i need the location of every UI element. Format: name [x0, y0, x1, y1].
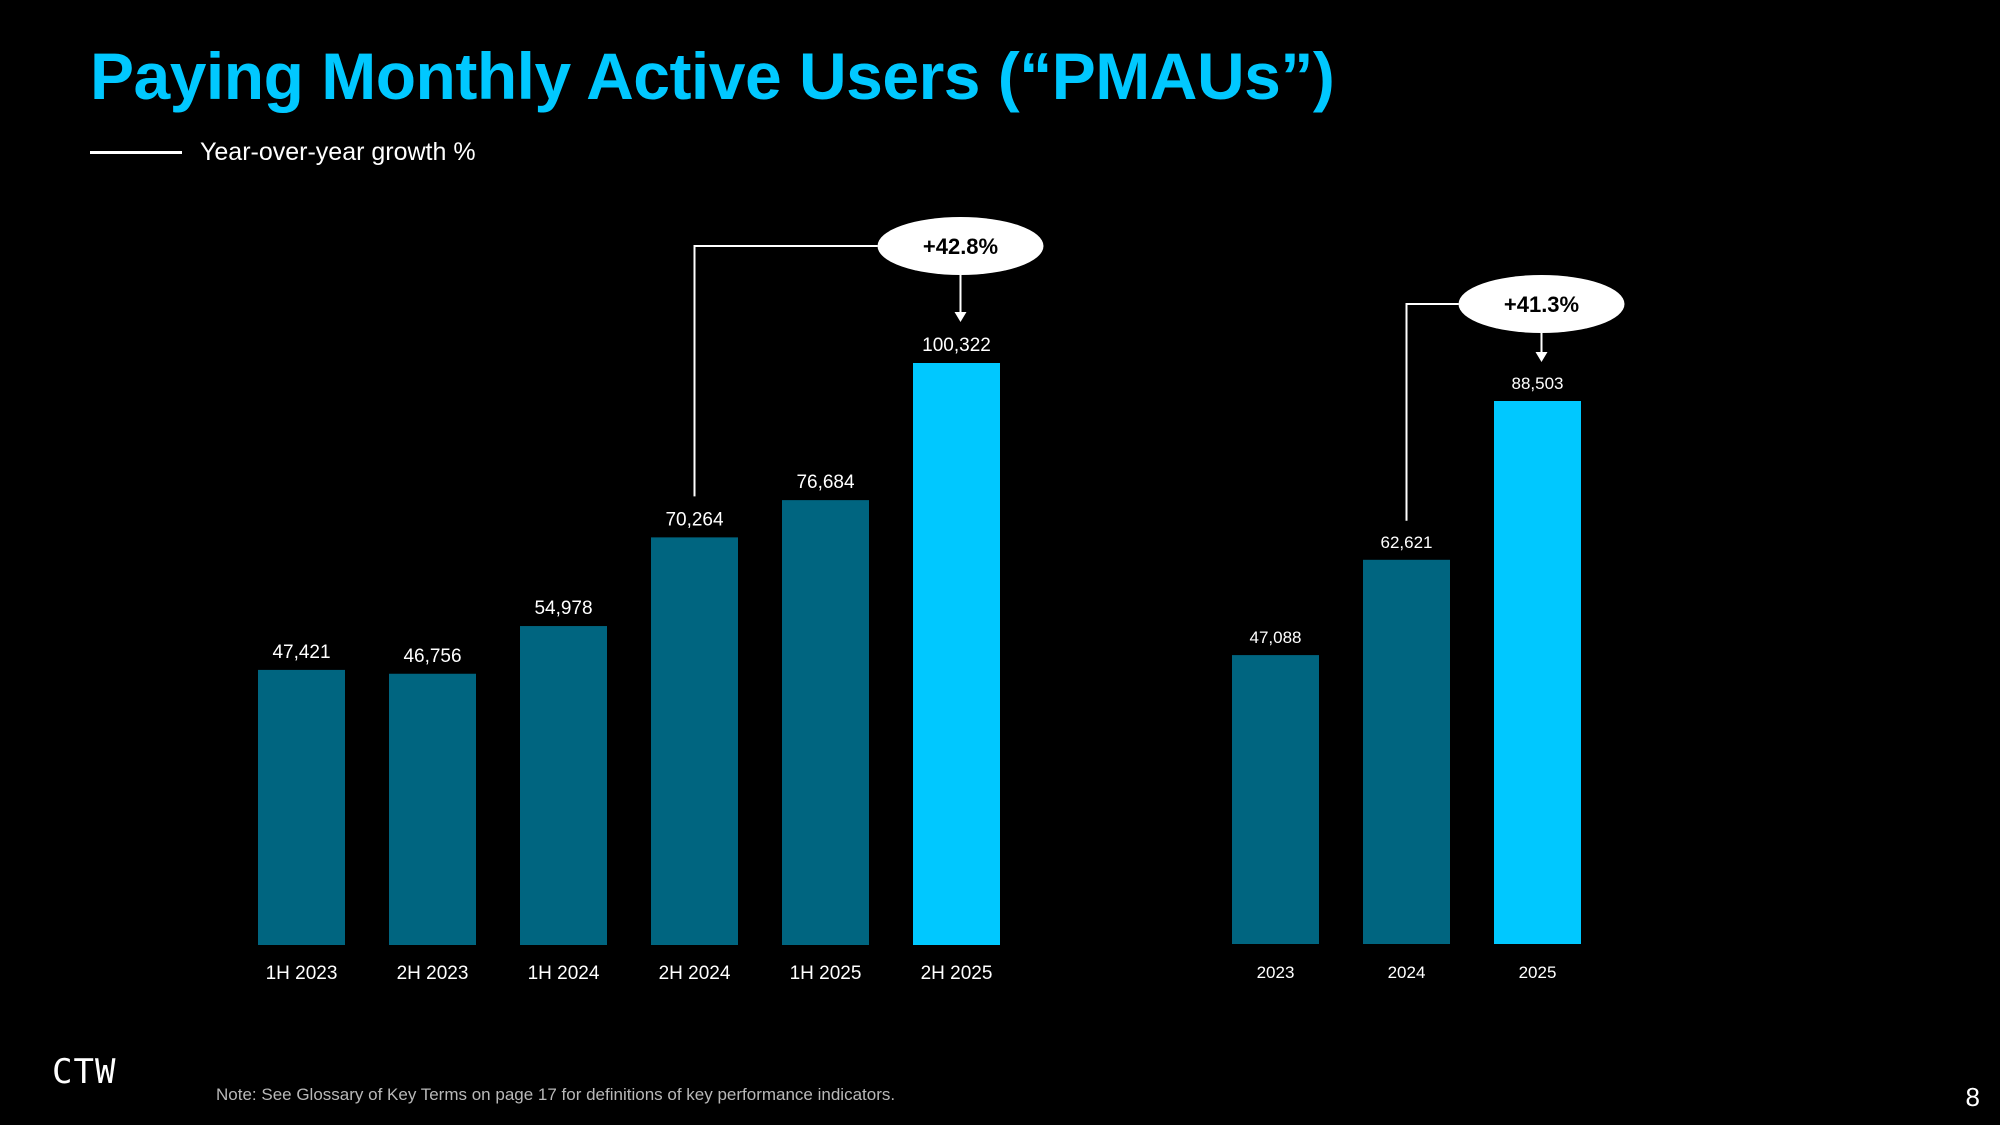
- value-label-annual-2: 88,503: [1512, 374, 1564, 393]
- category-label-annual-0: 2023: [1257, 963, 1295, 982]
- category-label-half-year-2: 1H 2024: [528, 963, 600, 984]
- value-label-half-year-5: 100,322: [922, 335, 991, 356]
- growth-arrow-head-annual: [1535, 352, 1548, 362]
- bar-annual-0: [1232, 655, 1319, 944]
- legend: Year-over-year growth %: [90, 134, 476, 170]
- growth-arrow-head-half-year: [954, 312, 967, 322]
- legend-label: Year-over-year growth %: [200, 137, 476, 166]
- category-label-annual-2: 2025: [1519, 963, 1557, 982]
- bar-annual-2: [1494, 401, 1581, 944]
- category-label-half-year-1: 2H 2023: [397, 963, 469, 984]
- growth-bubble-annual: [1458, 275, 1625, 333]
- category-label-annual-1: 2024: [1388, 963, 1426, 982]
- growth-connector-half-year: [693, 245, 878, 497]
- category-label-half-year-3: 2H 2024: [659, 963, 731, 984]
- bar-half-year-5: [913, 363, 1000, 945]
- category-label-half-year-0: 1H 2023: [266, 963, 338, 984]
- bar-half-year-4: [782, 500, 869, 945]
- growth-bubble-half-year: [877, 217, 1044, 275]
- page-title: Paying Monthly Active Users (“PMAUs”): [90, 39, 1335, 113]
- category-label-half-year-4: 1H 2025: [790, 963, 862, 984]
- company-logo: CTW: [52, 1052, 117, 1092]
- bar-half-year-2: [520, 626, 607, 945]
- growth-connector-annual: [1405, 303, 1459, 521]
- bar-half-year-0: [258, 669, 345, 945]
- value-label-half-year-1: 46,756: [403, 646, 461, 667]
- category-label-half-year-5: 2H 2025: [921, 963, 993, 984]
- value-label-annual-0: 47,088: [1250, 628, 1302, 647]
- value-label-half-year-0: 47,421: [272, 642, 330, 663]
- footnote: Note: See Glossary of Key Terms on page …: [216, 1085, 896, 1104]
- legend-line: [90, 150, 182, 154]
- bar-annual-1: [1363, 559, 1450, 944]
- page-number: 8: [1965, 1082, 1980, 1112]
- growth-label-annual: +41.3%: [1504, 292, 1579, 317]
- value-label-half-year-3: 70,264: [665, 509, 724, 530]
- value-label-half-year-4: 76,684: [796, 472, 855, 493]
- value-label-half-year-2: 54,978: [534, 598, 592, 619]
- growth-label-half-year: +42.8%: [923, 234, 998, 259]
- value-label-annual-1: 62,621: [1381, 533, 1433, 552]
- bar-half-year-3: [651, 537, 738, 945]
- bar-half-year-1: [389, 673, 476, 945]
